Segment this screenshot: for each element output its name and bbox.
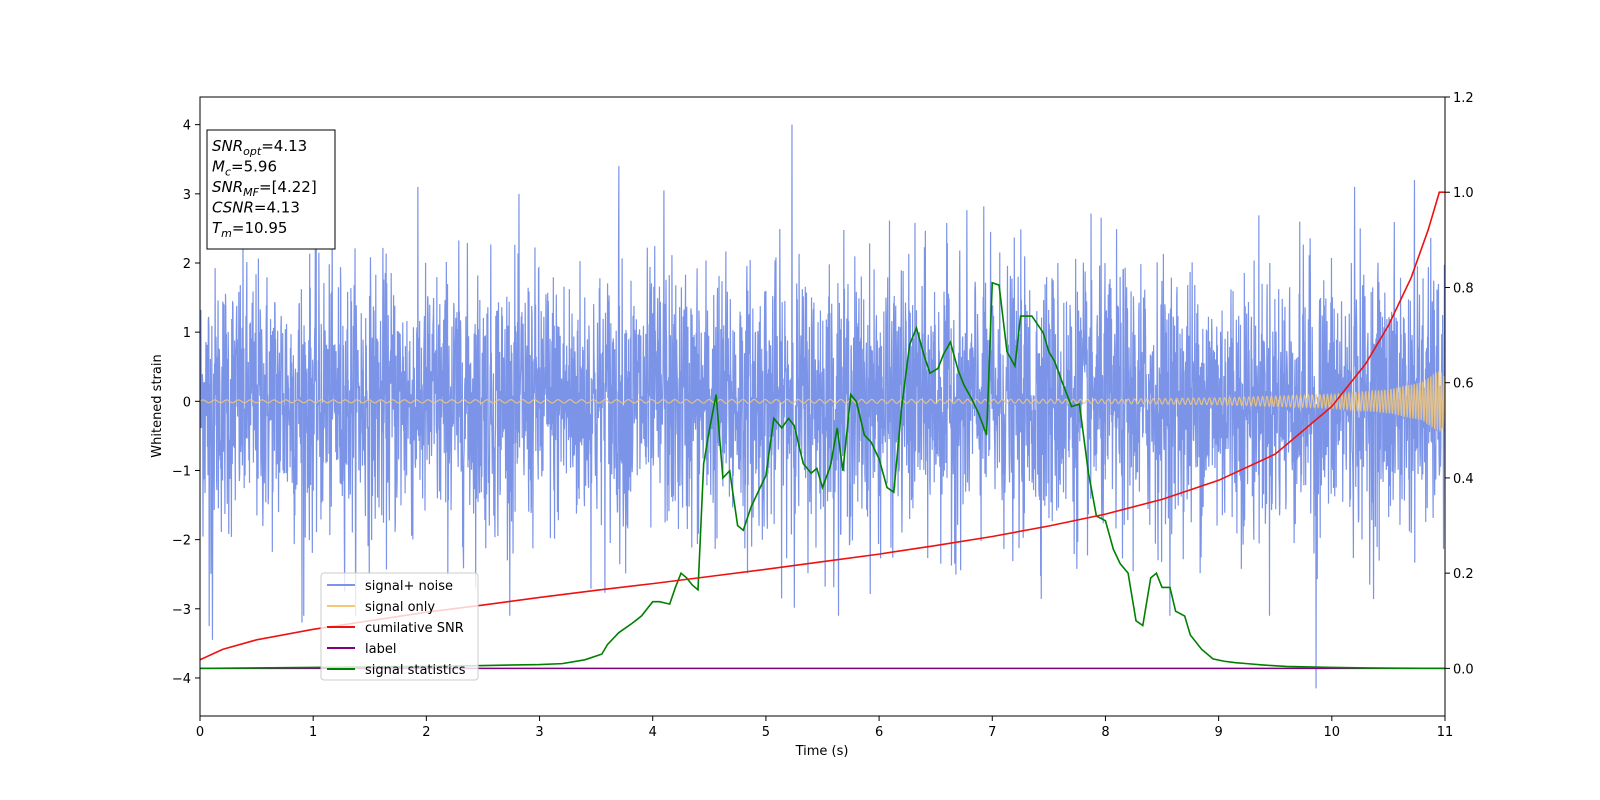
info-box-line: Mc=5.96 [212,158,277,179]
x-tick-label: 1 [309,725,317,740]
legend-label: signal only [365,600,435,615]
x-tick-label: 0 [196,725,204,740]
y-tick-label: 4 [183,119,191,134]
info-box-line: SNRopt=4.13 [212,137,307,158]
legend-label: cumilative SNR [365,621,464,636]
y-axis-right: 0.0 0.2 0.4 0.6 0.8 1.0 1.2 [1445,91,1474,677]
x-tick-label: 2 [422,725,430,740]
y2-tick-label: 0.8 [1453,281,1474,296]
x-axis-label: Time (s) [795,744,849,759]
y-tick-label: −3 [172,603,191,618]
y-axis-left: −4 −3 −2 −1 0 1 2 3 4 [172,119,200,687]
y2-tick-label: 1.0 [1453,186,1474,201]
y2-tick-label: 1.2 [1453,91,1474,106]
x-tick-label: 3 [535,725,543,740]
info-box-line: CSNR=4.13 [212,199,300,217]
y-tick-label: −4 [172,672,191,687]
series-signal-statistics-line [200,281,1445,670]
legend-label: signal statistics [365,663,466,678]
x-tick-label: 10 [1324,725,1341,740]
y2-tick-label: 0.4 [1453,472,1474,487]
x-tick-label: 7 [988,725,996,740]
legend-label: signal+ noise [365,579,453,594]
y-tick-label: 3 [183,188,191,203]
plot-frame [199,96,1446,717]
series-signal-only-line [200,371,1445,432]
x-tick-label: 4 [649,725,657,740]
x-tick-label: 11 [1437,725,1454,740]
x-tick-label: 6 [875,725,883,740]
legend: signal+ noise signal only cumilative SNR la… [320,572,479,681]
x-tick-label: 8 [1101,725,1109,740]
y-tick-label: −1 [172,464,191,479]
y-axis-label: Whitened strain [150,354,165,457]
legend-frame [320,572,479,681]
y2-tick-label: 0.2 [1453,567,1474,582]
x-axis: 0 1 2 3 4 5 6 7 8 9 10 11 [196,716,1453,740]
x-tick-label: 9 [1214,725,1222,740]
info-box-line: SNRMF=[4.22] [212,178,317,199]
y-tick-label: 0 [183,395,191,410]
legend-label: label [365,642,396,657]
info-box-line: Tm=10.95 [212,219,287,240]
y-tick-label: −2 [172,534,191,549]
y-tick-label: 2 [183,257,191,272]
info-box-frame [206,129,336,250]
y2-tick-label: 0.6 [1453,377,1474,392]
y-tick-label: 1 [183,326,191,341]
y2-tick-label: 0.0 [1453,662,1474,677]
x-tick-label: 5 [762,725,770,740]
